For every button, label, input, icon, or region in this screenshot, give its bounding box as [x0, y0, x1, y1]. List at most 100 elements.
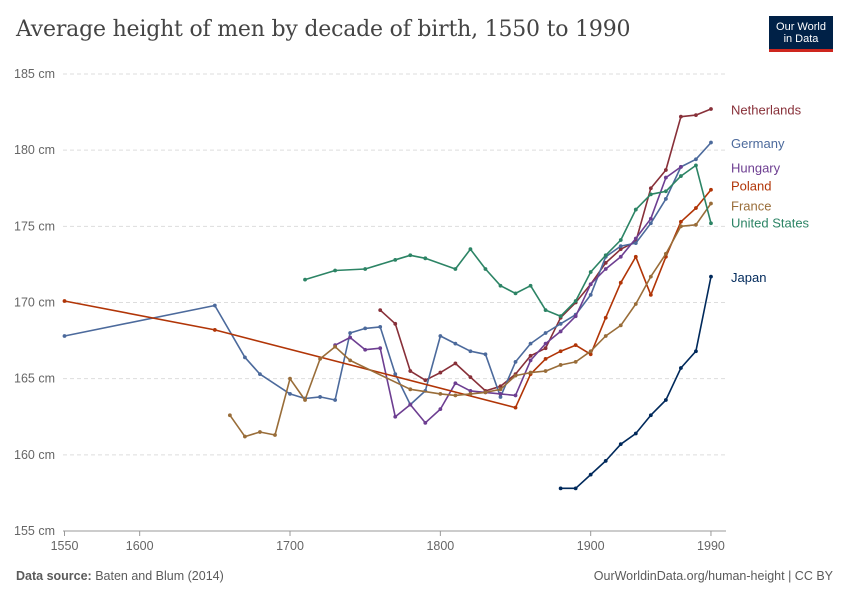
data-point-france: [438, 392, 443, 396]
y-tick-label: 155 cm: [14, 524, 55, 538]
data-point-france: [648, 274, 653, 279]
data-point-france: [558, 363, 563, 367]
data-point-germany: [453, 341, 458, 346]
data-point-netherlands: [543, 346, 548, 351]
x-tick-label: 1700: [276, 539, 304, 553]
data-point-netherlands: [423, 378, 428, 383]
series-france: [227, 201, 713, 439]
data-point-hungary: [543, 341, 548, 346]
data-point-netherlands: [378, 308, 383, 313]
data-point-poland: [62, 299, 67, 303]
x-tick-label: 1600: [126, 539, 154, 553]
data-point-hungary: [618, 254, 623, 259]
data-point-united-states: [694, 163, 698, 168]
data-point-france: [468, 392, 473, 396]
data-point-united-states: [709, 221, 713, 226]
data-point-united-states: [363, 267, 368, 271]
data-point-france: [333, 344, 338, 349]
data-point-france: [633, 302, 638, 306]
series-label-united-states: United States: [731, 215, 810, 230]
series-layer: [62, 107, 713, 491]
data-point-germany: [393, 372, 398, 376]
series-line-japan: [560, 276, 712, 490]
data-point-germany: [243, 355, 247, 360]
data-point-hungary: [513, 393, 518, 398]
data-point-france: [498, 387, 503, 392]
data-point-poland: [558, 349, 563, 354]
y-tick-label: 160 cm: [14, 448, 55, 462]
data-point-germany: [212, 303, 217, 308]
data-point-hungary: [558, 329, 563, 334]
data-point-united-states: [483, 267, 488, 271]
data-point-japan: [588, 472, 593, 477]
data-point-poland: [588, 352, 593, 357]
series-label-germany: Germany: [731, 136, 785, 151]
data-point-hungary: [588, 282, 593, 287]
data-point-japan: [618, 442, 623, 447]
data-point-united-states: [558, 314, 563, 319]
data-point-france: [408, 387, 413, 392]
data-point-germany: [528, 341, 533, 346]
data-point-poland: [573, 343, 578, 348]
data-point-france: [709, 201, 713, 206]
data-point-poland: [618, 280, 623, 285]
series-label-netherlands: Netherlands: [731, 103, 802, 118]
data-point-france: [694, 222, 698, 227]
data-point-netherlands: [694, 113, 698, 118]
data-point-japan: [603, 459, 608, 463]
credit-link[interactable]: OurWorldinData.org/human-height | CC BY: [593, 569, 833, 583]
data-point-hungary: [573, 314, 578, 319]
data-point-hungary: [498, 392, 503, 396]
data-point-germany: [498, 395, 503, 399]
data-point-hungary: [423, 420, 428, 425]
data-point-netherlands: [498, 384, 503, 389]
data-point-germany: [663, 197, 668, 201]
data-point-france: [573, 360, 578, 364]
logo-line-2: in Data: [783, 33, 819, 45]
y-tick-label: 170 cm: [14, 296, 55, 310]
data-point-hungary: [663, 175, 668, 180]
data-point-poland: [603, 315, 608, 320]
data-point-france: [618, 323, 623, 328]
data-point-netherlands: [528, 353, 533, 358]
data-point-netherlands: [603, 260, 608, 265]
data-point-united-states: [333, 268, 338, 273]
data-point-netherlands: [468, 375, 473, 380]
data-point-hungary: [678, 165, 683, 169]
data-point-japan: [678, 366, 683, 370]
data-point-germany: [363, 326, 368, 331]
data-point-netherlands: [453, 361, 458, 366]
series-label-france: France: [731, 199, 771, 214]
data-point-germany: [483, 352, 488, 357]
data-point-france: [453, 393, 458, 398]
data-point-france: [227, 413, 232, 418]
data-point-hungary: [348, 335, 353, 340]
owid-logo[interactable]: Our World in Data: [769, 16, 833, 52]
data-point-france: [318, 356, 322, 361]
data-point-france: [603, 334, 608, 338]
label-layer: Netherlands Germany Hungary Poland FranceUni…: [731, 103, 810, 286]
data-point-netherlands: [408, 369, 413, 373]
data-point-germany: [333, 398, 338, 402]
series-line-hungary: [334, 166, 682, 424]
data-point-germany: [588, 292, 593, 297]
data-point-united-states: [468, 247, 473, 252]
logo-line-1: Our World: [776, 21, 826, 33]
data-point-united-states: [423, 256, 428, 261]
data-point-united-states: [303, 277, 307, 282]
data-point-united-states: [408, 253, 413, 258]
data-point-netherlands: [648, 186, 653, 191]
data-point-france: [273, 433, 277, 437]
data-point-netherlands: [678, 114, 683, 119]
data-point-germany: [348, 331, 353, 335]
data-point-poland: [633, 254, 638, 259]
data-point-netherlands: [438, 370, 443, 375]
data-point-france: [588, 349, 593, 354]
series-label-japan: Japan: [731, 270, 766, 285]
data-point-united-states: [633, 207, 638, 212]
data-point-germany: [694, 157, 698, 162]
data-point-france: [678, 224, 683, 229]
data-point-germany: [618, 244, 623, 249]
data-point-japan: [648, 413, 653, 418]
data-point-netherlands: [618, 247, 623, 252]
